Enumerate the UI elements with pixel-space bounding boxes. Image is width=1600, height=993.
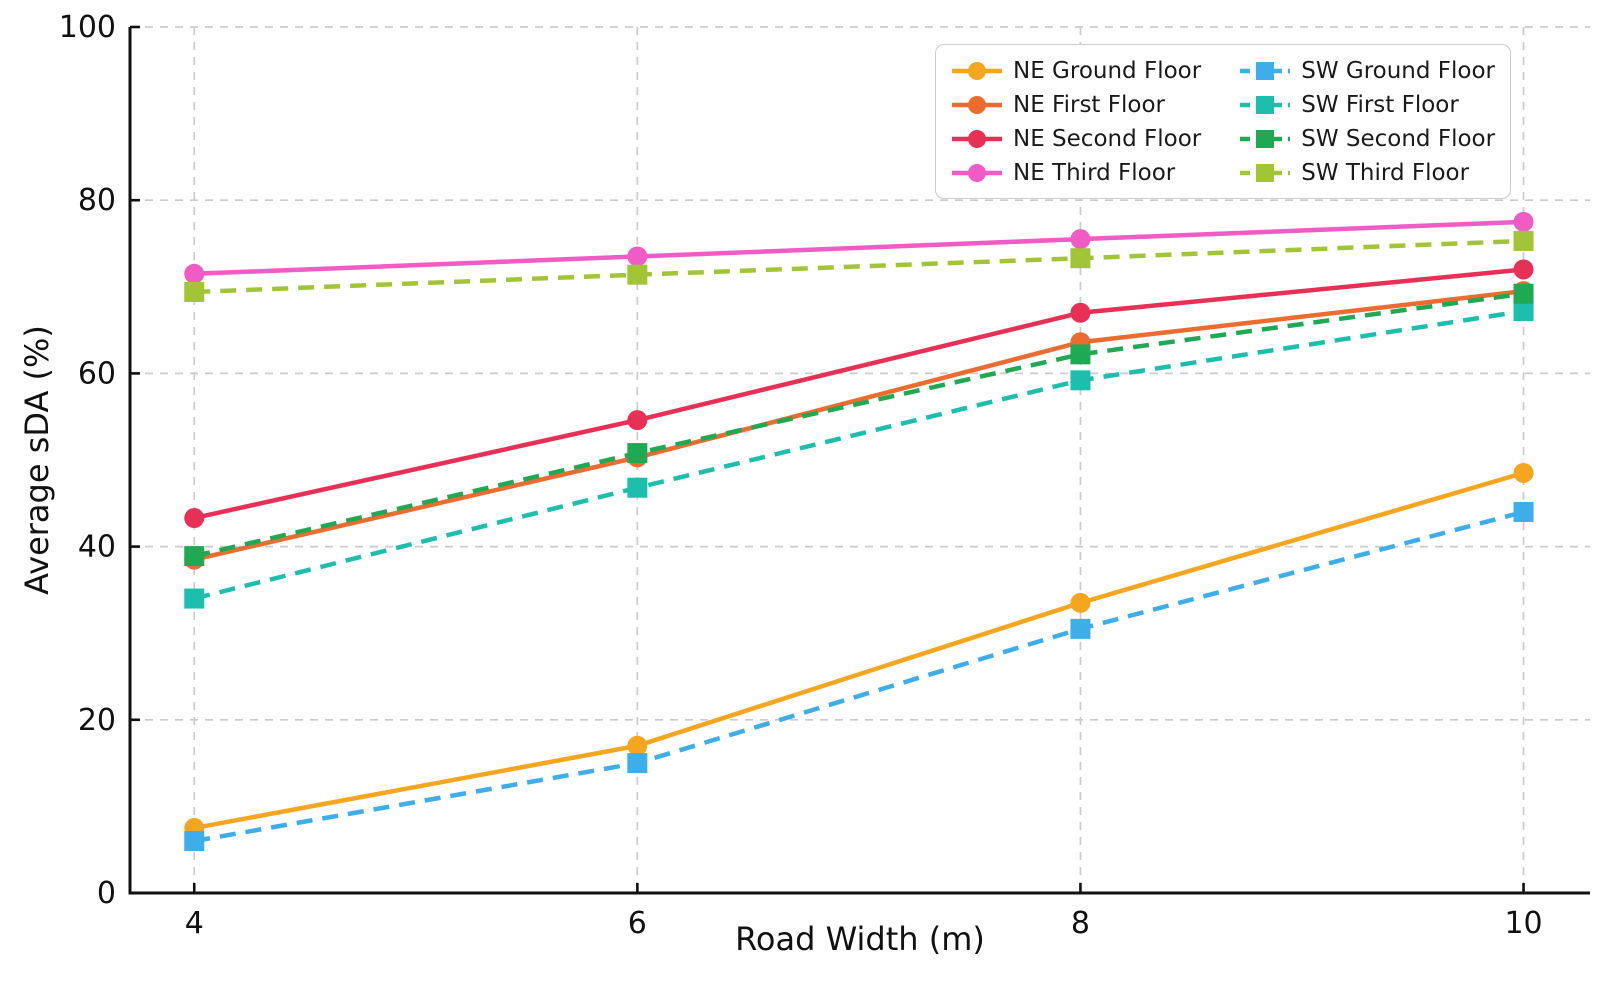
legend-item-ne-first-floor: NE First Floor bbox=[951, 88, 1201, 121]
square-marker-icon bbox=[1256, 61, 1275, 80]
series-marker-sw-second-floor bbox=[1070, 344, 1091, 365]
series-marker-sw-ground-floor bbox=[1070, 618, 1091, 639]
series-marker-sw-ground-floor bbox=[627, 753, 648, 774]
series-marker-sw-first-floor bbox=[1513, 301, 1534, 322]
series-marker-sw-first-floor bbox=[184, 588, 205, 609]
series-marker-ne-second-floor bbox=[1513, 259, 1534, 280]
square-marker-icon bbox=[1256, 163, 1275, 182]
series-line-ne-second-floor bbox=[193, 267, 1524, 521]
legend-label-sw-ground-floor: SW Ground Floor bbox=[1301, 57, 1496, 84]
circle-marker-icon bbox=[968, 95, 986, 114]
series-marker-ne-third-floor bbox=[1513, 211, 1534, 232]
circle-marker-icon bbox=[968, 163, 986, 182]
y-tick-label: 0 bbox=[97, 876, 116, 911]
legend-item-sw-second-floor: SW Second Floor bbox=[1239, 122, 1495, 155]
legend-label-sw-first-floor: SW First Floor bbox=[1301, 91, 1459, 118]
series-marker-ne-ground-floor bbox=[1070, 592, 1091, 613]
legend-sample-sw-third-floor bbox=[1240, 163, 1291, 182]
x-tick-label: 4 bbox=[185, 906, 204, 941]
series-marker-sw-third-floor bbox=[627, 264, 648, 285]
legend-label-sw-third-floor: SW Third Floor bbox=[1301, 159, 1470, 186]
legend-label-ne-first-floor: NE First Floor bbox=[1013, 91, 1165, 118]
series-line-sw-ground-floor bbox=[193, 509, 1525, 844]
x-tick-label: 10 bbox=[1504, 906, 1542, 941]
legend-sample-sw-second-floor bbox=[1240, 129, 1291, 148]
y-tick-label: 60 bbox=[78, 356, 116, 391]
legend-label-ne-ground-floor: NE Ground Floor bbox=[1013, 57, 1202, 84]
legend-sample-sw-ground-floor bbox=[1240, 61, 1291, 80]
series-marker-sw-ground-floor bbox=[184, 831, 205, 852]
circle-marker-icon bbox=[968, 129, 986, 148]
legend-item-sw-first-floor: SW First Floor bbox=[1239, 88, 1495, 121]
series-marker-ne-ground-floor bbox=[627, 735, 648, 756]
series-marker-ne-third-floor bbox=[1070, 229, 1091, 250]
legend-sample-ne-first-floor bbox=[952, 95, 1002, 114]
series-marker-sw-first-floor bbox=[627, 477, 648, 498]
square-marker-icon bbox=[1256, 95, 1275, 114]
series-marker-sw-third-floor bbox=[184, 281, 205, 302]
legend-item-ne-third-floor: NE Third Floor bbox=[951, 156, 1201, 189]
x-tick-label: 6 bbox=[628, 906, 647, 941]
series-marker-sw-first-floor bbox=[1070, 370, 1091, 391]
legend-label-ne-third-floor: NE Third Floor bbox=[1013, 159, 1176, 186]
legend-sample-sw-first-floor bbox=[1240, 95, 1291, 114]
series-line-ne-third-floor bbox=[194, 219, 1524, 277]
series-marker-sw-second-floor bbox=[1513, 283, 1534, 304]
series-marker-ne-third-floor bbox=[184, 263, 205, 284]
series-line-ne-first-floor bbox=[193, 288, 1524, 562]
legend-item-sw-ground-floor: SW Ground Floor bbox=[1239, 54, 1495, 87]
series-marker-ne-second-floor bbox=[1070, 302, 1091, 323]
legend-label-ne-second-floor: NE Second Floor bbox=[1013, 125, 1202, 152]
series-marker-ne-second-floor bbox=[627, 410, 648, 431]
legend-sample-ne-ground-floor bbox=[952, 61, 1002, 80]
series-marker-ne-ground-floor bbox=[1513, 462, 1534, 483]
series-marker-sw-third-floor bbox=[1070, 248, 1091, 269]
x-tick-label: 8 bbox=[1071, 906, 1090, 941]
series-marker-sw-ground-floor bbox=[1513, 501, 1534, 522]
legend-label-sw-second-floor: SW Second Floor bbox=[1301, 125, 1496, 152]
legend-sample-ne-third-floor bbox=[952, 163, 1002, 182]
series-line-ne-ground-floor bbox=[193, 470, 1525, 831]
legend-item-ne-second-floor: NE Second Floor bbox=[951, 122, 1201, 155]
x-axis-title: Road Width (m) bbox=[735, 920, 985, 958]
series-marker-sw-second-floor bbox=[184, 546, 205, 567]
series-marker-ne-second-floor bbox=[184, 508, 205, 529]
legend-item-sw-third-floor: SW Third Floor bbox=[1239, 156, 1495, 189]
legend: NE Ground Floor NE First Floor NE Second F… bbox=[935, 44, 1512, 199]
series-marker-ne-third-floor bbox=[627, 246, 648, 267]
legend-sample-ne-second-floor bbox=[952, 129, 1002, 148]
series-line-sw-second-floor bbox=[193, 291, 1524, 559]
y-tick-label: 80 bbox=[78, 183, 116, 218]
y-tick-label: 100 bbox=[59, 10, 116, 45]
series-line-sw-third-floor bbox=[194, 238, 1524, 295]
series-line-sw-first-floor bbox=[193, 308, 1524, 601]
series-marker-sw-second-floor bbox=[627, 443, 648, 464]
circle-marker-icon bbox=[968, 61, 986, 80]
y-tick-label: 20 bbox=[78, 703, 116, 738]
y-axis-title: Average sDA (%) bbox=[18, 325, 56, 595]
y-tick-label: 40 bbox=[78, 530, 116, 565]
legend-item-ne-ground-floor: NE Ground Floor bbox=[951, 54, 1201, 87]
square-marker-icon bbox=[1256, 129, 1275, 148]
series-marker-sw-third-floor bbox=[1513, 230, 1534, 251]
